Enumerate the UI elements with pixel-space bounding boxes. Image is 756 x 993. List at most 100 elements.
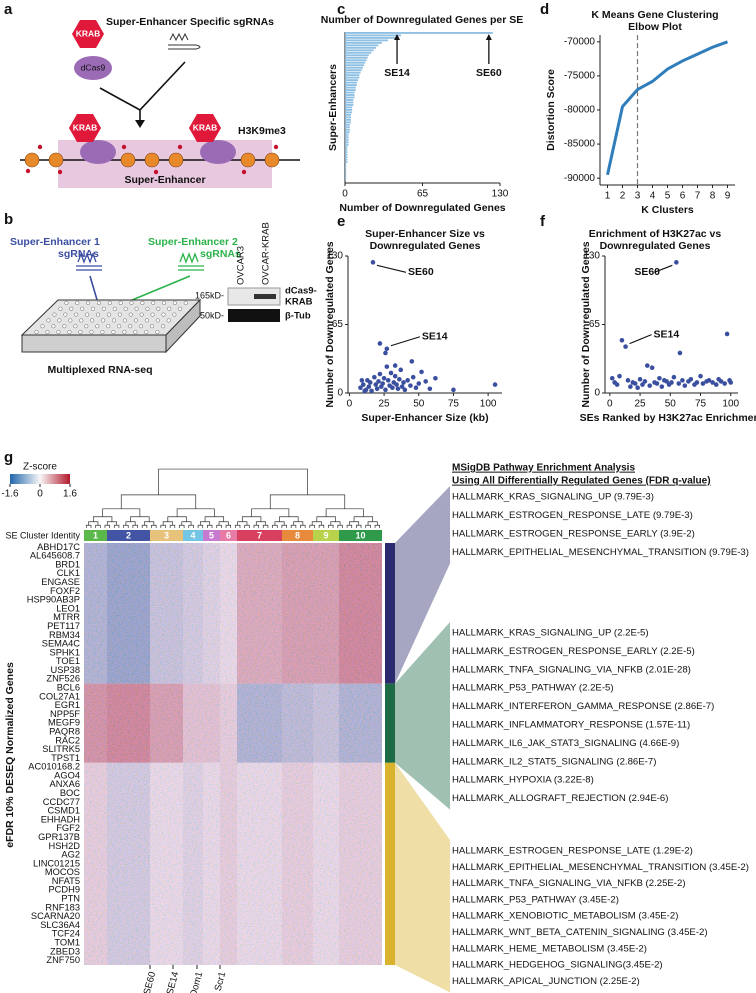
dendrogram-branch bbox=[309, 524, 315, 528]
gene-label: ANXA6 bbox=[50, 779, 81, 789]
cluster-title: SE Cluster Identity bbox=[5, 530, 80, 540]
annotation-arrow bbox=[376, 264, 407, 273]
point bbox=[718, 379, 724, 384]
well bbox=[75, 300, 80, 305]
gene-label: ZBED3 bbox=[50, 946, 80, 956]
point bbox=[649, 365, 655, 371]
line bbox=[606, 40, 729, 176]
bar bbox=[345, 46, 376, 49]
dendrogram-branch bbox=[234, 524, 241, 528]
point bbox=[372, 374, 377, 380]
well bbox=[40, 324, 45, 329]
panel-letter: c bbox=[337, 1, 345, 18]
panel-letter: b bbox=[4, 211, 13, 228]
sample-label: Scr1 bbox=[213, 971, 229, 993]
point bbox=[628, 384, 633, 389]
point bbox=[367, 380, 373, 385]
dendrogram-branch bbox=[274, 521, 285, 526]
sample-label: SE14 bbox=[165, 971, 182, 993]
bar bbox=[345, 178, 347, 181]
pathway: HALLMARK_KRAS_SIGNALING_UP (9.79E-3) bbox=[452, 492, 654, 503]
annotation-arrow bbox=[390, 336, 421, 347]
point bbox=[645, 363, 650, 368]
dendrogram-branch bbox=[95, 524, 101, 528]
pathway: HALLMARK_INTERFERON_GAMMA_RESPONSE (2.86… bbox=[452, 701, 714, 712]
well bbox=[58, 306, 63, 311]
gene-block-bar bbox=[385, 543, 395, 684]
well bbox=[107, 300, 112, 305]
panel-letter: e bbox=[337, 213, 345, 230]
bar bbox=[345, 133, 349, 136]
point bbox=[682, 383, 688, 388]
well bbox=[63, 312, 68, 317]
bar bbox=[345, 61, 366, 64]
bar bbox=[345, 32, 493, 34]
bar bbox=[345, 146, 348, 149]
dendrogram-branch bbox=[188, 524, 194, 528]
gene-label: HSP90AB3P bbox=[27, 595, 80, 605]
cluster-swatch bbox=[237, 530, 282, 541]
dendrogram-branch bbox=[197, 524, 204, 528]
cluster-label: 8 bbox=[295, 530, 300, 540]
plate-side bbox=[165, 298, 201, 354]
well bbox=[86, 300, 91, 305]
bar bbox=[345, 173, 347, 176]
well bbox=[73, 324, 78, 329]
x-tick-label: 75 bbox=[448, 399, 460, 410]
well bbox=[68, 318, 73, 323]
gene-label: SLITRK5 bbox=[42, 744, 80, 754]
dcas9-icon bbox=[200, 140, 236, 164]
point bbox=[654, 381, 660, 386]
colorbar-tick-label: 0 bbox=[37, 489, 43, 500]
annotation: SE14 bbox=[384, 67, 410, 79]
gene-label: PTN bbox=[61, 894, 80, 904]
x-axis-label: Super-Enhancer Size (kb) bbox=[361, 412, 488, 424]
y-tick-label: -90000 bbox=[564, 173, 596, 184]
annotation-arrow bbox=[654, 264, 673, 273]
dendrogram-branch bbox=[316, 516, 336, 522]
bar bbox=[345, 49, 374, 52]
dendrogram-branch bbox=[200, 521, 211, 526]
dendrogram-branch bbox=[104, 524, 110, 528]
y-axis-label: Number of Downregulated Genes bbox=[580, 241, 592, 407]
dendrogram-branch bbox=[204, 516, 225, 522]
dendrogram-branch bbox=[158, 468, 308, 495]
dendrogram-branch bbox=[330, 521, 341, 526]
well bbox=[155, 330, 160, 335]
x-tick-label: 9 bbox=[725, 191, 731, 202]
label: KRAB bbox=[193, 122, 218, 132]
gene-label: BOC bbox=[60, 788, 80, 798]
pathway: HALLMARK_EPITHELIAL_MESENCHYMAL_TRANSITI… bbox=[452, 862, 749, 873]
point bbox=[423, 379, 428, 384]
point bbox=[377, 371, 383, 377]
point bbox=[710, 380, 715, 385]
point bbox=[433, 375, 438, 381]
bar bbox=[345, 116, 351, 119]
bar bbox=[345, 104, 354, 106]
label: sgRNAs bbox=[58, 248, 99, 260]
label: H3K9me3 bbox=[238, 125, 286, 137]
enrichment-link bbox=[395, 486, 450, 684]
point bbox=[694, 380, 700, 385]
arrowhead bbox=[394, 34, 401, 40]
point bbox=[609, 375, 615, 381]
pathway: HALLMARK_KRAS_SIGNALING_UP (2.2E-5) bbox=[452, 628, 649, 639]
colorbar bbox=[10, 474, 70, 484]
y-axis-label: Number of Downregulated Genes bbox=[324, 241, 336, 407]
dendrogram-branch bbox=[300, 524, 306, 528]
y-axis-label: Distortion Score bbox=[545, 69, 557, 151]
bar bbox=[345, 166, 347, 168]
well bbox=[118, 300, 123, 305]
bar bbox=[345, 76, 360, 79]
dendrogram-branch bbox=[318, 524, 325, 528]
chart-title: Elbow Plot bbox=[628, 21, 682, 33]
label: dCas9 bbox=[81, 62, 106, 72]
point bbox=[642, 379, 648, 384]
pathway: HALLMARK_ESTROGEN_RESPONSE_LATE (1.29E-2… bbox=[452, 846, 693, 857]
point bbox=[388, 370, 394, 376]
label: Super-Enhancer bbox=[124, 174, 205, 186]
cluster-label: 2 bbox=[126, 530, 131, 540]
gene-label: NFAT5 bbox=[52, 876, 80, 886]
point bbox=[632, 381, 638, 386]
y-axis-label: eFDR 10% DESEQ Normalized Genes bbox=[4, 662, 16, 848]
